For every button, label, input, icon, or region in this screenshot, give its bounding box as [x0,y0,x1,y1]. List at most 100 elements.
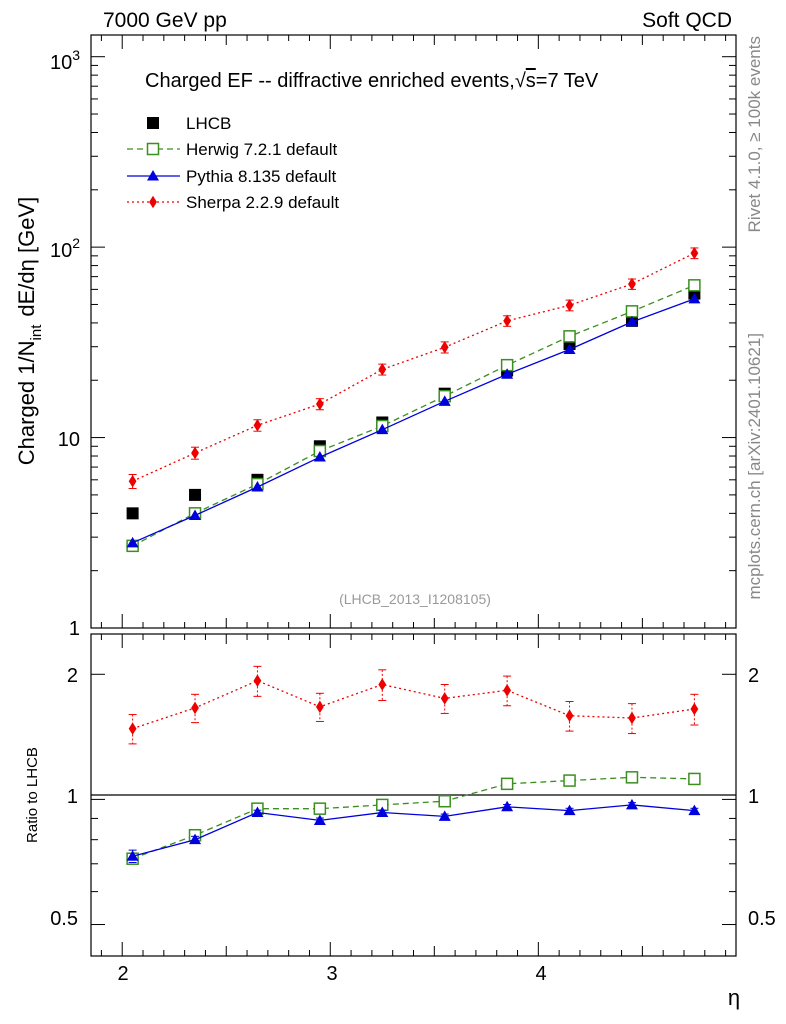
ratio-point-herwig [438,794,451,808]
xtick-3: 3 [326,963,337,985]
point-sherpa [315,397,324,411]
main-panel: 1 10 102 103 Charged 1/NintdE/dη [GeV] C… [14,34,737,640]
ratio-point-sherpa [565,709,574,722]
ratio-point-herwig [688,772,701,786]
ratio-point-sherpa [503,684,512,697]
main-axis-ticks [91,35,736,629]
ylabel-part-a: Charged 1/N [14,340,39,465]
ytick-1000: 103 [50,47,80,74]
ratio-point-sherpa [440,692,449,705]
ratio-errbar-sherpa [378,669,387,701]
ytick-100-base: 10 [50,240,72,262]
ratio-line-pythia [132,804,695,857]
xtick-4: 4 [535,963,546,985]
ytick-100: 102 [50,235,80,262]
ratio-errbar-sherpa [440,683,449,714]
ytick-1: 1 [69,618,80,640]
ratio-line-herwig [132,776,695,860]
legend-marker-pythia [147,170,159,181]
ratio-axis-ticks [91,634,736,956]
ratio-point-herwig [500,777,514,791]
ratio-point-pythia [189,833,202,845]
ratio-point-sherpa [378,678,387,691]
ratio-ytick-2-left: 2 [67,665,78,687]
legend-marker-lhcb [147,117,159,129]
point-lhcb [189,488,202,501]
main-series [126,246,701,553]
ratio-ytick-1-left: 1 [67,786,78,808]
rivet-label: Rivet 4.1.0, ≥ 100k events [745,36,764,232]
ytick-100-exp: 2 [72,235,80,251]
analysis-watermark: (LHCB_2013_I1208105) [339,591,491,607]
ratio-point-herwig [563,774,576,787]
ratio-point-pythia [501,800,514,812]
point-pythia [313,451,326,462]
legend-label-herwig: Herwig 7.2.1 default [186,140,337,159]
ratio-point-sherpa [315,700,324,714]
ratio-point-herwig [625,771,639,784]
point-sherpa [378,363,387,376]
header-right: Soft QCD [642,9,732,32]
line-pythia [132,298,695,544]
ytick-1000-base: 10 [50,52,72,74]
ratio-series-sherpa [128,665,699,745]
ratio-series [126,665,701,865]
legend-label-sherpa: Sherpa 2.2.9 default [186,193,339,212]
ratio-ytick-05-left: 0.5 [50,908,78,930]
point-pythia [251,481,264,492]
point-pythia [189,509,202,520]
ratio-errbar-pythia [128,849,137,864]
ratio-line-sherpa [132,679,695,730]
series-pythia [126,292,701,548]
point-pythia [688,292,701,304]
point-pythia [563,343,576,355]
point-herwig [563,330,576,343]
point-lhcb [126,507,139,520]
title-main: Charged EF -- diffractive enriched event… [145,70,515,92]
point-sherpa [628,277,636,291]
ratio-ylabel: Ratio to LHCB [24,747,41,843]
point-herwig [688,279,701,292]
point-pythia [376,423,389,435]
ratio-errbar-sherpa [253,665,262,697]
ratio-point-pythia [438,810,451,821]
point-pythia [501,368,514,379]
ratio-errbar-sherpa [503,675,512,707]
ratio-point-pythia [563,804,576,816]
legend-label-pythia: Pythia 8.135 default [186,167,337,186]
ylabel-sub: int [28,324,45,341]
legend-markers [127,117,180,209]
legend: LHCB Herwig 7.2.1 default Pythia 8.135 d… [127,114,339,212]
point-sherpa [690,246,699,260]
title-rest: =7 TeV [536,70,599,92]
ratio-point-sherpa [128,722,137,735]
ratio-errbar-sherpa [690,693,699,726]
ratio-point-pythia [688,804,701,816]
title-sqrt: √ [515,70,526,92]
legend-marker-herwig [146,142,160,156]
ratio-series-herwig [126,771,701,865]
ratio-point-sherpa [628,711,636,725]
point-sherpa [128,474,137,488]
line-herwig [132,284,695,547]
point-sherpa [440,340,449,354]
legend-marker-sherpa [149,195,157,209]
point-sherpa [253,418,262,432]
legend-label-lhcb: LHCB [186,114,231,133]
ratio-ytick-2-right: 2 [748,665,759,687]
line-sherpa [132,252,695,482]
ratio-errbar-sherpa [627,703,636,735]
ratio-point-pythia [313,814,326,825]
header-left: 7000 GeV pp [103,9,227,32]
series-sherpa [128,246,699,490]
point-pythia [126,536,139,548]
ratio-panel: 2 1 0.5 2 1 0.5 2 3 4 Ratio to LHCB η [24,633,776,1010]
ratio-ytick-1-right: 1 [748,786,759,808]
xtick-2: 2 [117,963,128,985]
ratio-point-pythia [126,850,139,861]
ytick-10: 10 [58,429,80,451]
ytick-1000-exp: 3 [72,47,80,63]
ratio-series-pythia [126,798,701,864]
point-pythia [438,395,451,406]
